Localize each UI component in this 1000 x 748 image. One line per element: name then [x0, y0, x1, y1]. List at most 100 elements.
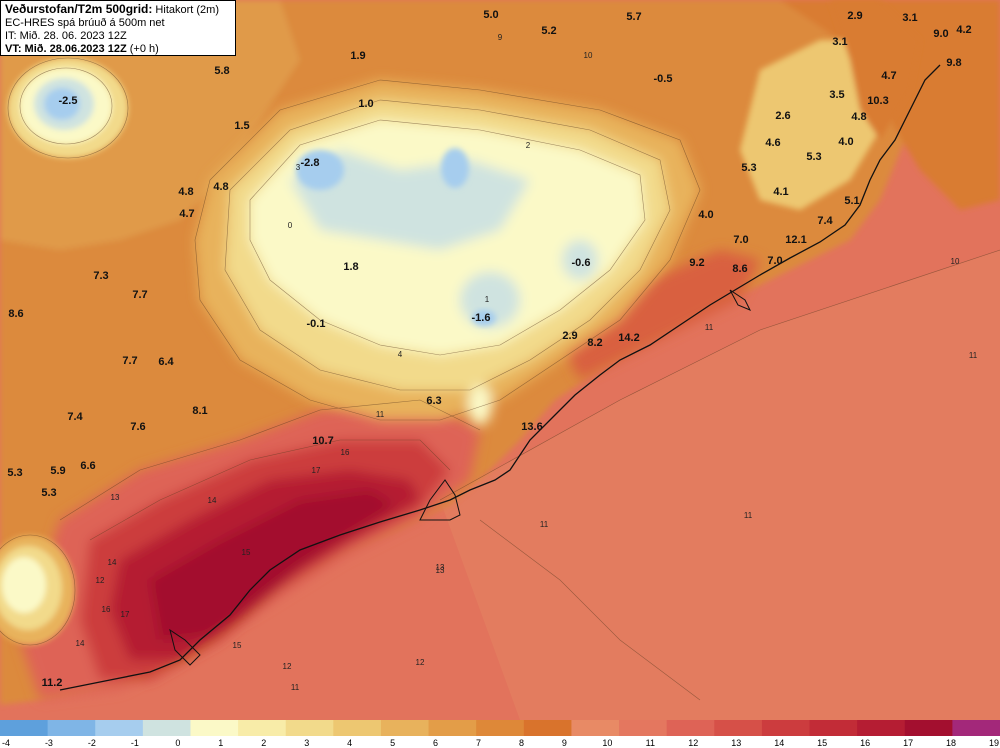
cold-spot-north: [441, 148, 469, 188]
colorbar-tick-label: 16: [860, 738, 870, 748]
temperature-value-label: 8.6: [732, 263, 747, 275]
colorbar-tick-label: -3: [45, 738, 53, 748]
contour-lines: [0, 57, 1000, 701]
contour-line: [439, 249, 1000, 501]
temperature-value-label: 11.2: [42, 677, 63, 689]
contour-value-label: 11: [969, 351, 978, 360]
temperature-value-label: -0.6: [572, 257, 591, 269]
temperature-value-label: 4.1: [773, 186, 788, 198]
temperature-value-label: 8.6: [8, 308, 23, 320]
colorbar-swatch: [666, 720, 715, 736]
glacier-southtip: [468, 385, 492, 425]
colorbar-swatch: [285, 720, 334, 736]
colorbar-tick-label: 8: [519, 738, 524, 748]
colorbar-swatch: [47, 720, 96, 736]
colorbar-tick-label: 19: [989, 738, 999, 748]
temperature-value-label: 7.3: [93, 270, 108, 282]
temperature-value-label: 12.1: [785, 234, 806, 246]
colorbar-tick-label: 14: [774, 738, 784, 748]
cold-spot-langjokull: [296, 150, 344, 190]
contour-line: [479, 519, 701, 701]
ocean-warm-band: [440, 250, 1000, 720]
colorbar-tick-label: 15: [817, 738, 827, 748]
contour-value-label: 11: [540, 520, 549, 529]
temperature-value-label: 2.9: [847, 10, 862, 22]
ne-band-warm: [830, 0, 920, 140]
temperature-value-label: 1.9: [350, 50, 365, 62]
temperature-value-label: 5.1: [844, 195, 859, 207]
contour-value-label: 4: [398, 350, 403, 359]
temperature-value-label: 5.2: [541, 25, 556, 37]
colorbar-tick-label: 7: [476, 738, 481, 748]
temperature-value-label: 4.8: [851, 111, 866, 123]
temperature-value-label: 5.0: [483, 9, 498, 21]
contour-line: [224, 99, 671, 391]
header-model-line: EC-HRES spá brúuð á 500m net: [5, 17, 165, 29]
contour-line: [89, 439, 451, 541]
southwest-dome: [0, 535, 75, 645]
temperature-value-label: 4.6: [765, 137, 780, 149]
temperature-value-label: 1.8: [343, 261, 358, 273]
header-title-bold: Veðurstofan/T2m 500grid:: [5, 2, 153, 16]
temperature-value-label: 5.3: [741, 162, 756, 174]
colorbar-tick-label: -1: [131, 738, 139, 748]
temperature-value-label: 4.2: [956, 24, 971, 36]
contour-value-label: 13: [436, 563, 445, 572]
contour-value-label: 16: [341, 448, 350, 457]
contour-value-label: 11: [291, 683, 300, 692]
northeast-mountains: [740, 0, 920, 210]
temperature-value-label: 7.6: [130, 421, 145, 433]
colorbar-swatch: [809, 720, 858, 736]
temperature-value-label: 7.7: [132, 289, 147, 301]
temperature-value-label: 5.9: [50, 465, 65, 477]
temperature-value-label: 3.1: [902, 12, 917, 24]
contour-value-labels: 1011111111131211121314151617171416151314…: [76, 33, 978, 692]
contour-value-label: 13: [436, 566, 445, 575]
contour-line: [59, 399, 481, 521]
colorbar-swatch: [523, 720, 572, 736]
nw-dome-core: [44, 88, 80, 120]
temperature-value-label: 3.5: [829, 89, 844, 101]
colorbar-tick-label: 4: [347, 738, 352, 748]
contour-value-label: 1: [485, 295, 490, 304]
northwest-dome: [8, 58, 128, 158]
temperature-value-label: 4.8: [213, 181, 228, 193]
temperature-value-label: -2.5: [59, 95, 78, 107]
contour-value-label: 2: [526, 141, 531, 150]
temperature-value-label: 5.3: [806, 151, 821, 163]
colorbar-swatch: [333, 720, 382, 736]
colorbar-swatch: [476, 720, 525, 736]
contour-value-label: 11: [376, 410, 385, 419]
colorbar-swatch: [380, 720, 430, 736]
contour-line: [0, 534, 76, 646]
temperature-value-label: 9.8: [946, 57, 961, 69]
contour-value-label: 12: [416, 658, 425, 667]
temperature-value-label: 5.3: [7, 467, 22, 479]
temperature-value-label: 7.7: [122, 355, 137, 367]
contour-value-label: 15: [242, 548, 251, 557]
colorbar: -4 -3 -2 -1 0 1 2 3 4 5 6 7 8 9 10 11 12 13 14 15 16 17 18 19: [0, 720, 1000, 748]
contour-value-label: 11: [705, 323, 714, 332]
header-valid-time: VT: Mið. 28.06.2023 12Z: [5, 43, 127, 55]
contour-value-label: 3: [296, 163, 301, 172]
temperature-value-label: 7.0: [733, 234, 748, 246]
colorbar-swatch: [238, 720, 287, 736]
contour-value-label: 10: [951, 257, 960, 266]
header-title-rest: Hitakort (2m): [152, 4, 219, 16]
contour-value-label: 17: [121, 610, 130, 619]
temperature-value-label: 8.2: [587, 337, 602, 349]
highland-zone-0: [290, 150, 530, 250]
contour-value-label: 9: [498, 33, 503, 42]
contour-line: [249, 119, 646, 356]
temperature-value-label: 9.2: [689, 257, 704, 269]
colorbar-tick-label: -4: [2, 738, 10, 748]
colorbar-swatch: [857, 720, 906, 736]
temperature-value-label: -0.1: [307, 318, 326, 330]
temperature-value-label: 4.7: [881, 70, 896, 82]
colorbar-swatch: [761, 720, 811, 736]
contour-value-label: 10: [584, 51, 593, 60]
colorbar-tick-label: 18: [946, 738, 956, 748]
temperature-value-label: 4.0: [698, 209, 713, 221]
